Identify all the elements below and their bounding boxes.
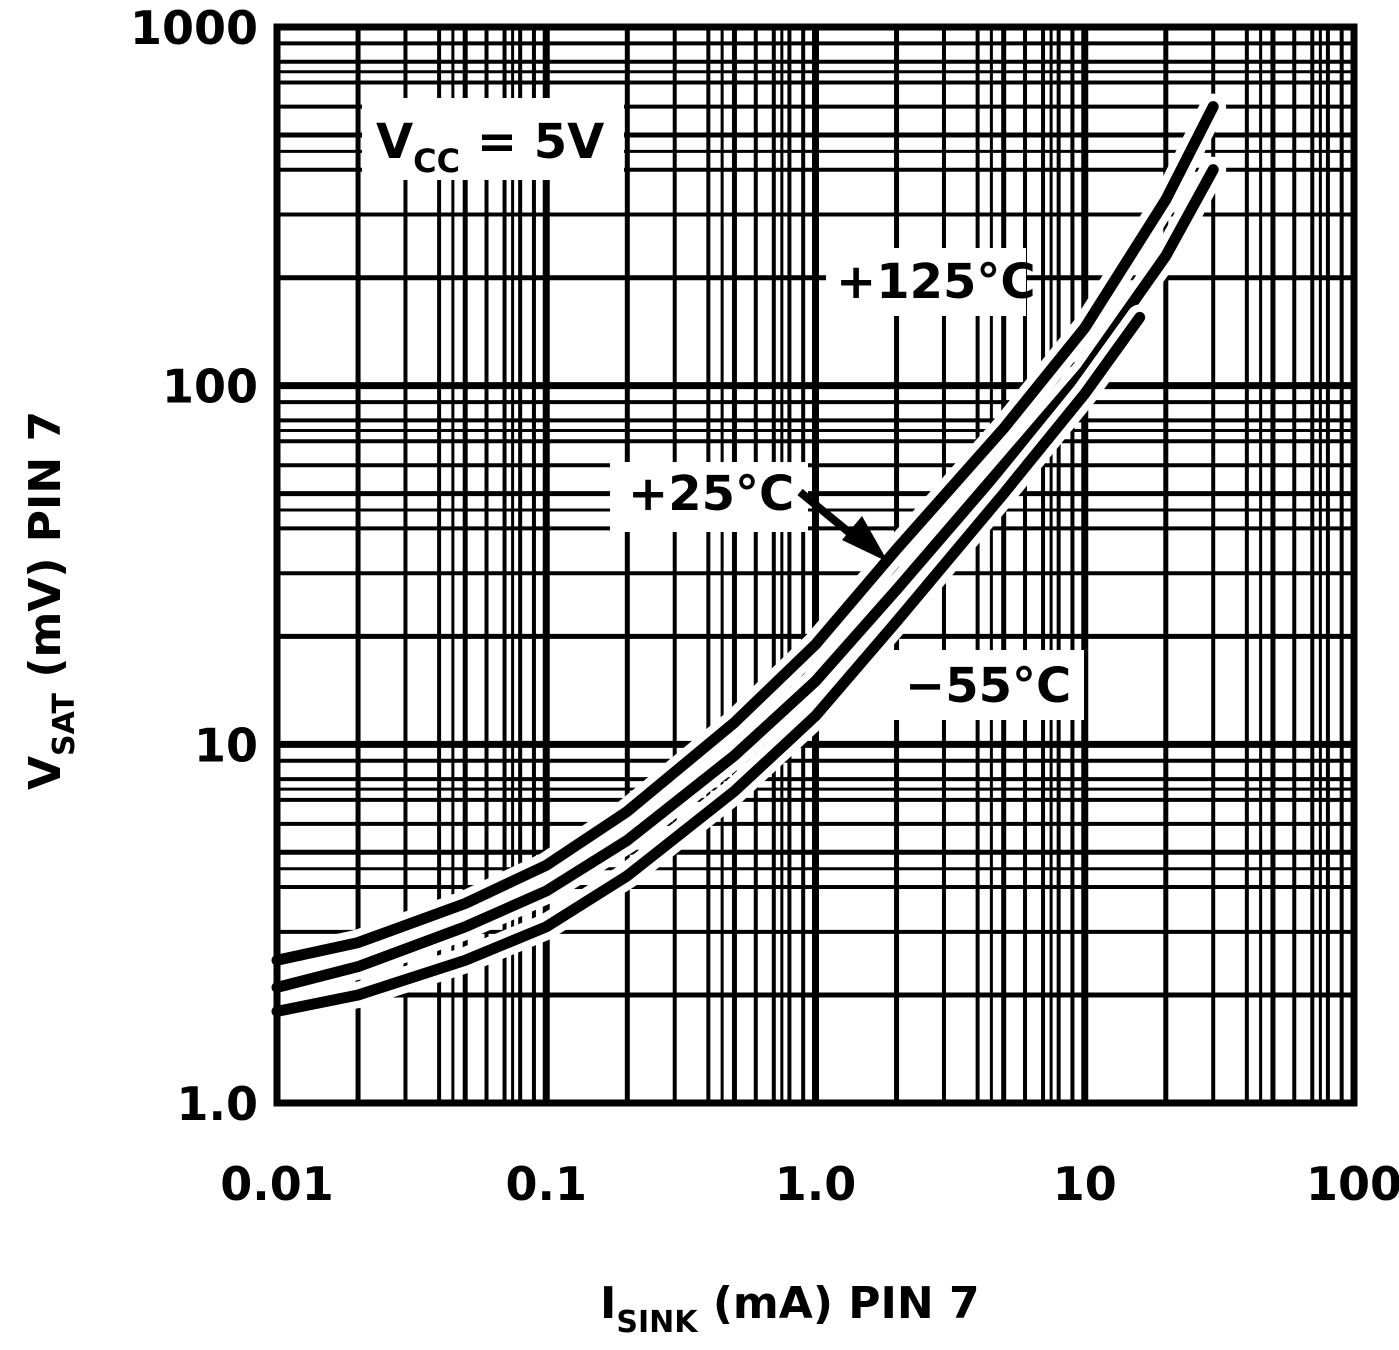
x-tick-label: 1.0 bbox=[775, 1157, 857, 1211]
arrow-25c bbox=[797, 488, 888, 562]
series-m55c-line bbox=[271, 311, 1146, 1017]
t125-label-bg bbox=[826, 248, 1026, 316]
t25-label: +25°C bbox=[628, 466, 794, 522]
series-125c-line bbox=[271, 101, 1219, 966]
series bbox=[264, 93, 1227, 1025]
x-tick-label: 0.1 bbox=[506, 1157, 588, 1211]
x-axis-label: ISINK (mA) PIN 7 bbox=[600, 1278, 980, 1340]
arrow-head bbox=[842, 516, 888, 562]
series-25c-line bbox=[271, 164, 1219, 993]
x-tick-label: 100 bbox=[1306, 1157, 1399, 1211]
y-tick-label: 1.0 bbox=[177, 1077, 259, 1131]
y-tick-label: 1000 bbox=[130, 1, 258, 55]
x-tick-label: 0.01 bbox=[220, 1157, 334, 1211]
t125-label: +125°C bbox=[836, 254, 1036, 310]
vcc-label: VCC = 5V bbox=[376, 114, 604, 180]
y-tick-label: 10 bbox=[194, 718, 258, 772]
grid bbox=[273, 27, 1354, 1107]
tm55-label-bg bbox=[888, 650, 1084, 720]
y-axis-label: VSAT (mV) PIN 7 bbox=[20, 411, 82, 790]
t25-label-bg bbox=[610, 462, 808, 532]
vcc-label-bg bbox=[362, 98, 624, 180]
annotation-backgrounds bbox=[362, 98, 1084, 720]
tm55-label: −55°C bbox=[905, 658, 1071, 714]
x-tick-label: 10 bbox=[1053, 1157, 1117, 1211]
plot-frame bbox=[273, 23, 1358, 1107]
y-tick-label: 100 bbox=[162, 360, 258, 414]
tick-labels: 0.01 0.1 1.0 10 100 1.0 10 100 1000 bbox=[130, 1, 1399, 1211]
